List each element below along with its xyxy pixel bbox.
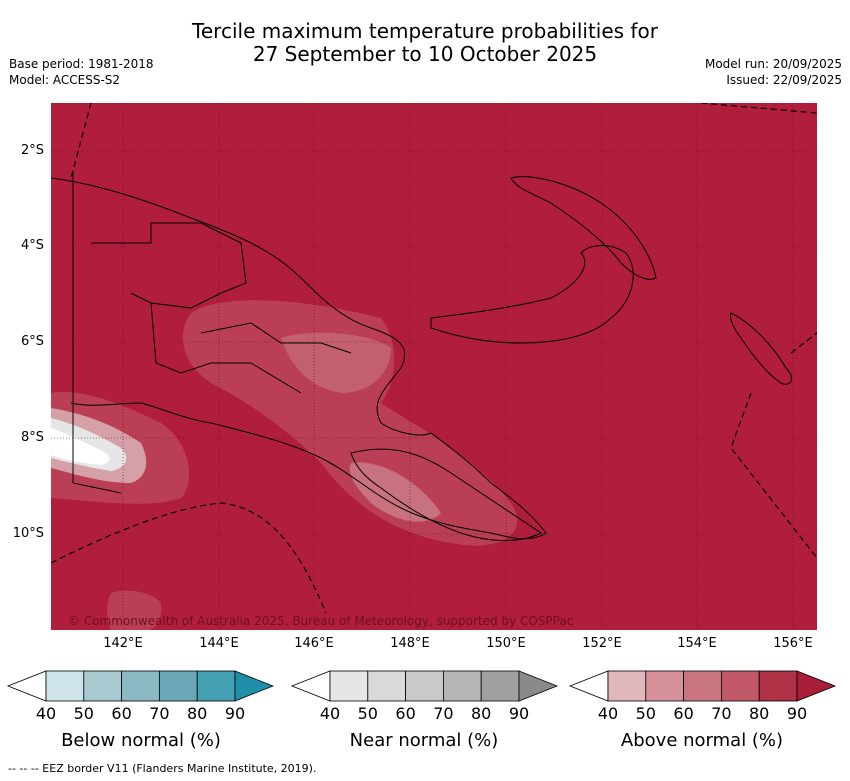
legend-above-tick: 80 <box>749 704 770 723</box>
eez-border-2 <box>51 502 327 614</box>
gridlines <box>51 103 817 630</box>
legend-above-low-arrow <box>568 670 609 702</box>
probability-contours <box>51 300 518 630</box>
contour-south <box>107 590 162 630</box>
legend-near-swatch-2 <box>367 670 406 702</box>
model-run: Model run: 20/09/2025 <box>704 57 842 71</box>
chart-title: Tercile maximum temperature probabilitie… <box>0 20 850 66</box>
lat-label-8s: 8°S <box>20 430 44 445</box>
legend-title-below: Below normal (%) <box>61 730 221 751</box>
contour-band-3 <box>349 462 441 522</box>
coastlines <box>51 171 792 541</box>
legend-near-swatch-4 <box>442 670 482 702</box>
legend-below-swatch-2 <box>83 670 123 702</box>
lat-label-2s: 2°S <box>20 143 44 158</box>
title-line-1: Tercile maximum temperature probabilitie… <box>192 19 658 43</box>
eez-border-4 <box>730 392 817 559</box>
lat-label-10s: 10°S <box>12 526 44 541</box>
lon-label-154e: 154°E <box>677 636 717 651</box>
legend-near-tick: 80 <box>471 704 492 723</box>
legend-above-tick: 60 <box>673 704 694 723</box>
legend-above-swatch-2 <box>645 670 684 702</box>
legend-below-tick: 70 <box>149 704 170 723</box>
new-ireland-coast <box>510 176 657 280</box>
probability-map: © Commonwealth of Australia 2025, Bureau… <box>51 103 817 630</box>
south-peninsula-coast <box>350 448 542 541</box>
legend-near-swatch-1 <box>329 670 369 702</box>
legend-below-low-arrow <box>6 670 47 702</box>
legend-near-tick: 50 <box>357 704 378 723</box>
copyright-text: © Commonwealth of Australia 2025, Bureau… <box>68 614 573 628</box>
legend-above-tick: 70 <box>711 704 732 723</box>
legend-below-swatch-5 <box>196 670 236 702</box>
lon-label-142e: 142°E <box>103 636 143 651</box>
title-line-2: 27 September to 10 October 2025 <box>252 42 598 66</box>
map-background <box>51 103 817 630</box>
legend-below-tick: 60 <box>111 704 132 723</box>
legend-above-swatch-3 <box>683 670 722 702</box>
lon-label-156e: 156°E <box>773 636 813 651</box>
new-guinea-coast <box>51 177 547 540</box>
eez-border-1 <box>70 103 92 179</box>
provinces <box>91 222 352 394</box>
footer-note: -- -- -- EEZ border V11 (Flanders Marine… <box>8 762 317 775</box>
legend-near-swatch-5 <box>480 670 520 702</box>
legend-bars <box>6 670 837 702</box>
lon-label-150e: 150°E <box>486 636 526 651</box>
lat-label-6s: 6°S <box>20 334 44 349</box>
lon-label-152e: 152°E <box>582 636 622 651</box>
bougainville-coast <box>730 312 792 385</box>
issued-date: Issued: 22/09/2025 <box>726 73 842 87</box>
legend-above-swatch-1 <box>607 670 647 702</box>
border-line <box>72 171 122 494</box>
contour-west-white <box>51 428 110 465</box>
eez-borders <box>51 103 817 614</box>
contour-band-1 <box>182 300 518 546</box>
legend-below-swatch-3 <box>121 670 160 702</box>
legend-above-tick: 50 <box>635 704 656 723</box>
legend-near-high-arrow <box>518 670 559 702</box>
lat-label-4s: 4°S <box>20 238 44 253</box>
legend-below-tick: 90 <box>224 704 246 723</box>
legend-below-tick: 40 <box>35 704 57 723</box>
lon-label-144e: 144°E <box>199 636 239 651</box>
legend-near-tick: 40 <box>319 704 341 723</box>
legend-below-tick: 80 <box>187 704 208 723</box>
legend-above-swatch-4 <box>721 670 760 702</box>
legend-near-tick: 90 <box>508 704 530 723</box>
legend-above-tick: 40 <box>597 704 619 723</box>
legend-above-tick: 90 <box>786 704 808 723</box>
lon-label-148e: 148°E <box>390 636 430 651</box>
legend-above-high-arrow <box>796 670 837 702</box>
lon-label-146e: 146°E <box>294 636 334 651</box>
legend-near-tick: 60 <box>395 704 416 723</box>
legend-near-tick: 70 <box>433 704 454 723</box>
meta-left: Base period: 1981-2018 Model: ACCESS-S2 <box>9 56 154 88</box>
legend-near-low-arrow <box>290 670 331 702</box>
eez-border-5 <box>790 332 817 354</box>
meta-right: Model run: 20/09/2025 Issued: 22/09/2025 <box>705 56 842 88</box>
base-period: Base period: 1981-2018 <box>9 57 154 71</box>
legend-below-tick: 50 <box>73 704 94 723</box>
legend-title-above: Above normal (%) <box>620 730 784 751</box>
model-name: Model: ACCESS-S2 <box>9 73 121 87</box>
legend-below-swatch-4 <box>158 670 198 702</box>
new-britain-coast <box>430 245 634 344</box>
legend-above-swatch-5 <box>758 670 798 702</box>
legend-near-swatch-3 <box>405 670 444 702</box>
legend-below-high-arrow <box>234 670 275 702</box>
contour-band-2 <box>281 332 391 393</box>
legend-below-swatch-1 <box>45 670 85 702</box>
legend-title-near: Near normal (%) <box>349 730 499 751</box>
